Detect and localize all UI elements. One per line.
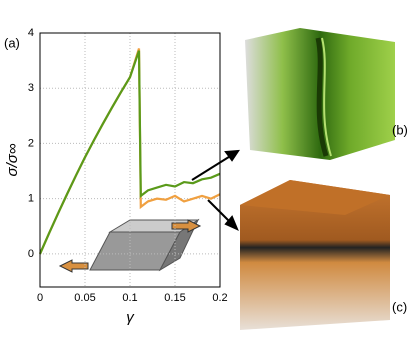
x-tick-label: 0 <box>37 292 43 304</box>
series-line <box>38 50 221 255</box>
y-tick-label: 2 <box>28 137 34 149</box>
inset-block <box>58 218 202 273</box>
x-tick-label: 0.15 <box>164 292 185 304</box>
y-tick-label: 4 <box>28 27 34 39</box>
arrows <box>191 149 240 231</box>
x-tick-label: 0.1 <box>122 292 137 304</box>
y-tick-label: 3 <box>28 82 34 94</box>
y-tick-label: 0 <box>28 248 34 260</box>
y-tick-label: 1 <box>28 193 34 205</box>
plot-frame <box>39 32 221 288</box>
image-c <box>240 180 390 330</box>
panel-label: (b) <box>392 122 408 137</box>
x-tick-label: 0.2 <box>212 292 227 304</box>
panel-label: (a) <box>4 35 20 50</box>
panel-label: (c) <box>392 299 407 314</box>
x-tick-label: 0.05 <box>74 292 95 304</box>
image-b <box>245 28 395 160</box>
x-axis-label: γ <box>126 309 135 326</box>
y-axis-label: σ/σ∞ <box>4 143 21 176</box>
